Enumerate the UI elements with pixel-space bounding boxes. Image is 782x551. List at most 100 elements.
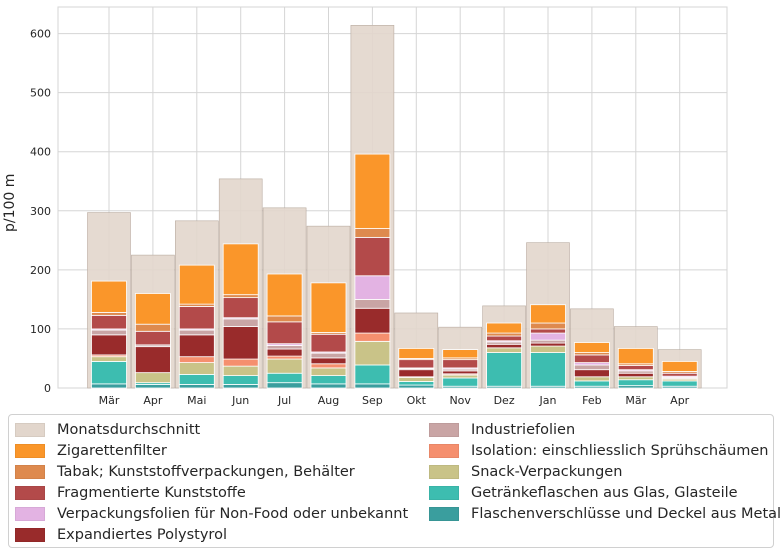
stacked-bar-segment [310,383,347,389]
stacked-bar-segment [617,348,654,365]
stacked-bar-segment [354,153,391,229]
stacked-bar-segment [91,311,127,316]
x-tick-label: Nov [449,394,471,407]
y-tick-label: 0 [44,382,51,395]
stacked-bar-segment [354,275,391,300]
stacked-bar-segment [178,384,215,389]
x-tick-label: Feb [582,394,601,407]
stacked-bar-segment [91,361,127,385]
stacked-bar-segment [354,364,391,385]
stacked-bar-segment [266,345,303,350]
stacked-bar-segment [617,365,654,371]
chart: 0 100 200 300 400 500 600 Mär Apr Mai Jun Jul Aug Sep… [2,6,728,407]
legend-label: Expandiertes Polystyrol [57,526,227,543]
stacked-bar-segment [178,374,215,385]
stacked-bar-segment [354,332,391,342]
stacked-bar-segment [574,364,610,371]
stacked-bar-segment [574,342,610,353]
stacked-bar-segment [178,306,215,330]
x-tick-label: Apr [670,394,690,407]
stacked-bar-segment [222,384,259,389]
stacked-bar-segment [222,326,259,360]
stacked-bar-segment [617,372,654,378]
x-tick-label: Dez [494,394,515,407]
stacked-bar-segment [222,375,259,385]
y-axis-label-container: p/100 m [2,150,26,250]
stacked-bar-segment [134,293,171,325]
stacked-bar-segment [530,328,566,334]
stacked-bar-segment [661,380,698,387]
stacked-bar-segment [266,372,303,384]
stacked-bar-segment [266,355,303,360]
stacked-bar-segment [178,334,215,358]
stacked-bar-segment [442,370,479,375]
x-tick-label: Sep [362,394,383,407]
legend-label: Industriefolien [471,421,576,438]
legend-item: Monatsdurchschnitt [15,419,429,440]
legend-item: Isolation: einschliesslich Sprühschäumen [429,440,769,461]
stacked-bar-segment [398,369,435,378]
stacked-bar-segment [178,264,215,305]
legend-swatch [15,485,45,500]
x-tick-label: Okt [407,394,427,407]
stacked-bar-segment [310,363,347,369]
stacked-bar-segment [530,322,566,330]
legend-label: Isolation: einschliesslich Sprühschäumen [471,442,769,459]
stacked-bar-segment [222,294,259,299]
stacked-bar-segment [530,352,566,387]
stacked-bar-segment [178,329,215,336]
y-tick-label: 300 [30,205,51,218]
x-tick-label: Jul [277,394,291,407]
stacked-bar-segment [134,346,171,374]
x-tick-label: Mär [99,394,120,407]
stacked-bar-segment [442,349,479,359]
stacked-bar-segment [354,228,391,238]
stacked-bar-segment [486,332,523,337]
stacked-bar-segment [91,280,127,313]
stacked-bar-segment [310,352,347,359]
stacked-bar-segment [134,323,171,332]
stacked-bar-segment [661,361,698,372]
stacked-bar-segment [486,352,523,387]
x-tick-label: Mai [187,394,206,407]
legend-label: Flaschenverschlüsse und Deckel aus Metal… [471,505,782,522]
stacked-bar-segment [266,382,303,389]
legend-label: Tabak; Kunststoffverpackungen, Behälter [57,463,355,480]
stacked-bar-segment [530,332,566,341]
stacked-bar-segment [222,297,259,319]
stacked-bar-segment [617,376,654,381]
stacked-bar-segment [266,348,303,357]
legend-swatch [15,506,45,521]
legend-swatch [429,485,459,500]
legend: Monatsdurchschnitt Zigarettenfilter Tabak;… [8,414,782,548]
stacked-bar-segment [398,348,435,359]
legend-item: Industriefolien [429,419,769,440]
legend-swatch [15,443,45,458]
x-tick-label: Mär [625,394,646,407]
stacked-bar-segment [354,383,391,389]
stacked-bar-segment [574,376,610,382]
x-tick-label: Jan [539,394,557,407]
legend-label: Fragmentierte Kunststoffe [57,484,246,501]
stacked-bar-segment [310,357,347,365]
stacked-bar-segment [442,359,479,369]
stacked-bar-segment [442,374,479,379]
y-tick-label: 500 [30,87,51,100]
legend-swatch [15,422,45,437]
stacked-bar-segment [530,342,566,347]
stacked-bar-segment [91,329,127,336]
x-tick-label: Jun [231,394,249,407]
legend-label: Monatsdurchschnitt [57,421,201,438]
y-tick-label: 400 [30,146,51,159]
legend-label: Getränkeflaschen aus Glas, Glasteile [471,484,738,501]
stacked-bar-segment [222,243,259,296]
stacked-bar-segment [574,380,610,387]
stacked-bar-segment [574,369,610,378]
stacked-bar-segment [398,384,435,389]
legend-item: Tabak; Kunststoffverpackungen, Behälter [15,461,429,482]
x-tick-label: Aug [318,394,339,407]
stacked-bar-segment [222,358,259,367]
stacked-bar-segment [354,298,391,309]
stacked-bar-segment [178,356,215,364]
chart-plot: 0 100 200 300 400 500 600 Mär Apr Mai Jun Jul Aug Sep… [30,6,728,407]
